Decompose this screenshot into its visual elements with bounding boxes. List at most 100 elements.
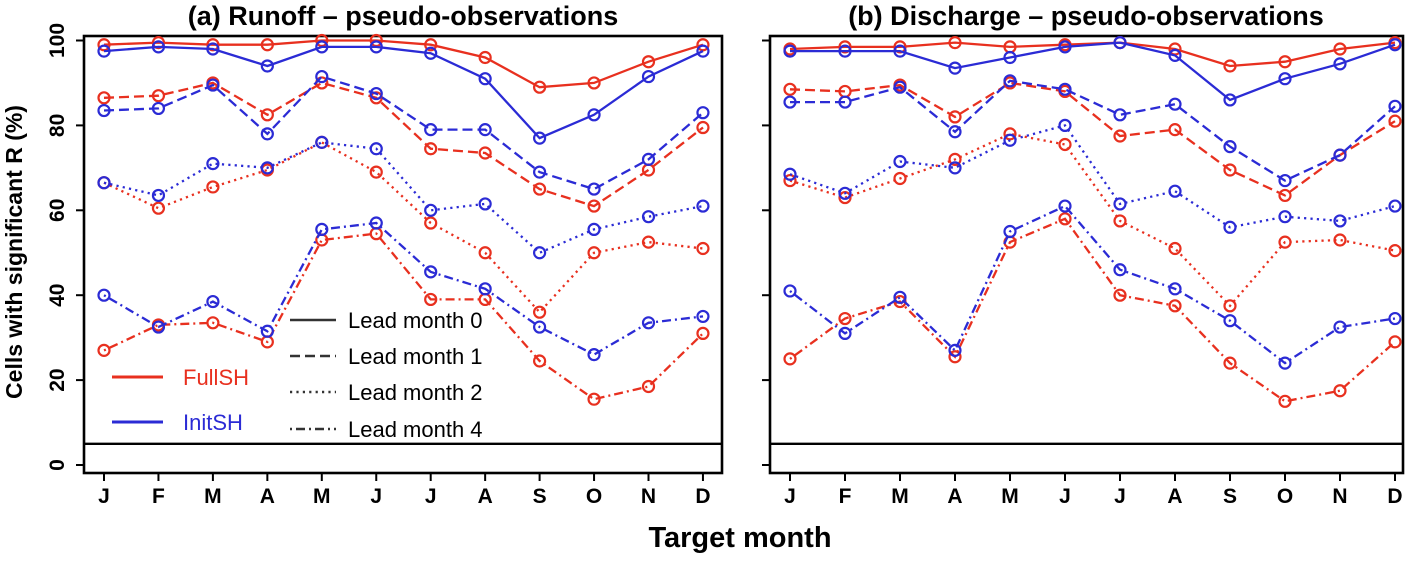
marker-initsh-lead1 (838, 95, 852, 109)
x-tick-label: J (1114, 485, 1126, 508)
marker-initsh-lead1 (1003, 74, 1017, 88)
marker-initsh-lead1 (1388, 99, 1402, 113)
marker-initsh-lead1 (260, 127, 274, 141)
y-tick-label: 60 (46, 199, 69, 222)
marker-initsh-lead4 (1003, 224, 1017, 239)
marker-fullsh-lead4 (1388, 335, 1402, 349)
marker-initsh-lead4 (97, 288, 111, 302)
marker-initsh-lead2 (260, 161, 274, 175)
marker-initsh-lead2 (893, 154, 907, 169)
x-tick-label: O (1277, 485, 1293, 508)
marker-initsh-lead1 (587, 182, 601, 196)
legend: FullSH InitSH Lead month 0 Lead month 1 Lead… (112, 308, 483, 442)
marker-initsh-lead1 (948, 125, 962, 139)
marker-fullsh-lead0 (1333, 42, 1347, 56)
marker-initsh-lead4 (1278, 356, 1292, 370)
marker-fullsh-lead1 (1113, 129, 1127, 143)
marker-fullsh-lead1 (783, 82, 797, 96)
marker-initsh-lead1 (424, 123, 438, 137)
marker-fullsh-lead1 (97, 91, 111, 105)
x-tick-label: M (891, 485, 909, 508)
marker-fullsh-lead2 (893, 171, 907, 186)
marker-fullsh-lead1 (260, 108, 274, 122)
marker-fullsh-lead0 (206, 38, 220, 52)
marker-initsh-lead2 (783, 167, 797, 181)
series-line-initsh-lead0 (103, 45, 704, 140)
marker-initsh-lead0 (1058, 40, 1072, 54)
marker-initsh-lead4 (696, 309, 710, 324)
legend-label-lead-month-1: Lead month 1 (348, 344, 483, 369)
marker-initsh-lead2 (696, 199, 710, 213)
legend-label-initsh: InitSH (183, 410, 243, 435)
plot-box (768, 34, 1405, 475)
marker-fullsh-lead2 (1278, 235, 1292, 249)
series-line-initsh-lead2 (103, 141, 704, 255)
marker-fullsh-lead0 (424, 38, 438, 52)
marker-fullsh-lead1 (532, 182, 547, 196)
x-tick-label: J (1059, 485, 1071, 508)
marker-fullsh-lead4 (838, 311, 852, 326)
marker-initsh-lead4 (893, 290, 907, 304)
marker-fullsh-lead2 (478, 246, 492, 260)
x-tick-label: F (839, 485, 852, 508)
marker-fullsh-lead1 (478, 146, 492, 160)
marker-fullsh-lead1 (151, 89, 166, 103)
marker-initsh-lead0 (948, 61, 962, 75)
marker-initsh-lead0 (893, 44, 907, 58)
marker-fullsh-lead2 (587, 246, 601, 260)
marker-fullsh-lead2 (948, 152, 962, 166)
marker-initsh-lead4 (641, 316, 656, 330)
series-line-initsh-lead4 (103, 221, 704, 356)
marker-initsh-lead4 (1223, 314, 1237, 328)
marker-initsh-lead4 (315, 222, 329, 237)
marker-initsh-lead2 (151, 188, 166, 203)
marker-fullsh-lead0 (948, 36, 962, 50)
marker-fullsh-lead1 (587, 199, 601, 213)
marker-initsh-lead2 (206, 157, 220, 171)
marker-initsh-lead1 (1058, 82, 1072, 96)
marker-initsh-lead2 (1058, 118, 1072, 133)
marker-initsh-lead0 (696, 44, 710, 58)
marker-initsh-lead4 (151, 320, 166, 334)
marker-initsh-lead2 (1113, 197, 1127, 211)
x-tick-label: S (1223, 485, 1237, 508)
x-axis-label: Target month (648, 522, 831, 554)
marker-fullsh-lead4 (587, 392, 601, 406)
marker-fullsh-lead2 (1388, 244, 1402, 258)
marker-initsh-lead2 (424, 203, 438, 217)
marker-fullsh-lead2 (1058, 137, 1072, 152)
marker-fullsh-lead1 (1278, 188, 1292, 203)
y-axis-label: Cells with significant R (%) (1, 105, 27, 399)
marker-fullsh-lead0 (151, 36, 166, 50)
marker-initsh-lead1 (1113, 108, 1127, 122)
marker-initsh-lead4 (587, 348, 601, 362)
marker-initsh-lead0 (1333, 57, 1347, 71)
x-tick-label: A (1167, 485, 1182, 508)
series-line-fullsh-lead4 (789, 217, 1396, 403)
marker-fullsh-lead4 (1113, 288, 1127, 302)
marker-initsh-lead1 (206, 78, 220, 92)
marker-initsh-lead0 (369, 40, 383, 54)
marker-initsh-lead1 (151, 101, 166, 116)
marker-fullsh-lead4 (424, 292, 438, 307)
marker-fullsh-lead1 (1223, 163, 1237, 177)
series-line-initsh-lead0 (790, 41, 1396, 102)
marker-initsh-lead4 (838, 326, 852, 341)
marker-fullsh-lead4 (1223, 356, 1237, 370)
x-tick-label: S (533, 485, 547, 508)
x-tick-label: J (425, 485, 437, 508)
x-tick-label: J (370, 485, 382, 508)
x-tick-label: N (641, 485, 656, 508)
marker-fullsh-lead1 (948, 110, 962, 124)
panel-b-title: (b) Discharge – pseudo-observations (848, 1, 1324, 31)
marker-fullsh-lead4 (1333, 384, 1347, 398)
legend-label-lead-month-0: Lead month 0 (348, 308, 483, 333)
marker-fullsh-lead2 (696, 241, 710, 256)
marker-initsh-lead4 (260, 324, 274, 338)
marker-initsh-lead0 (151, 40, 166, 54)
marker-initsh-lead1 (1223, 140, 1237, 154)
marker-fullsh-lead2 (206, 180, 220, 194)
marker-fullsh-lead2 (369, 165, 383, 179)
marker-initsh-lead0 (1223, 93, 1237, 107)
